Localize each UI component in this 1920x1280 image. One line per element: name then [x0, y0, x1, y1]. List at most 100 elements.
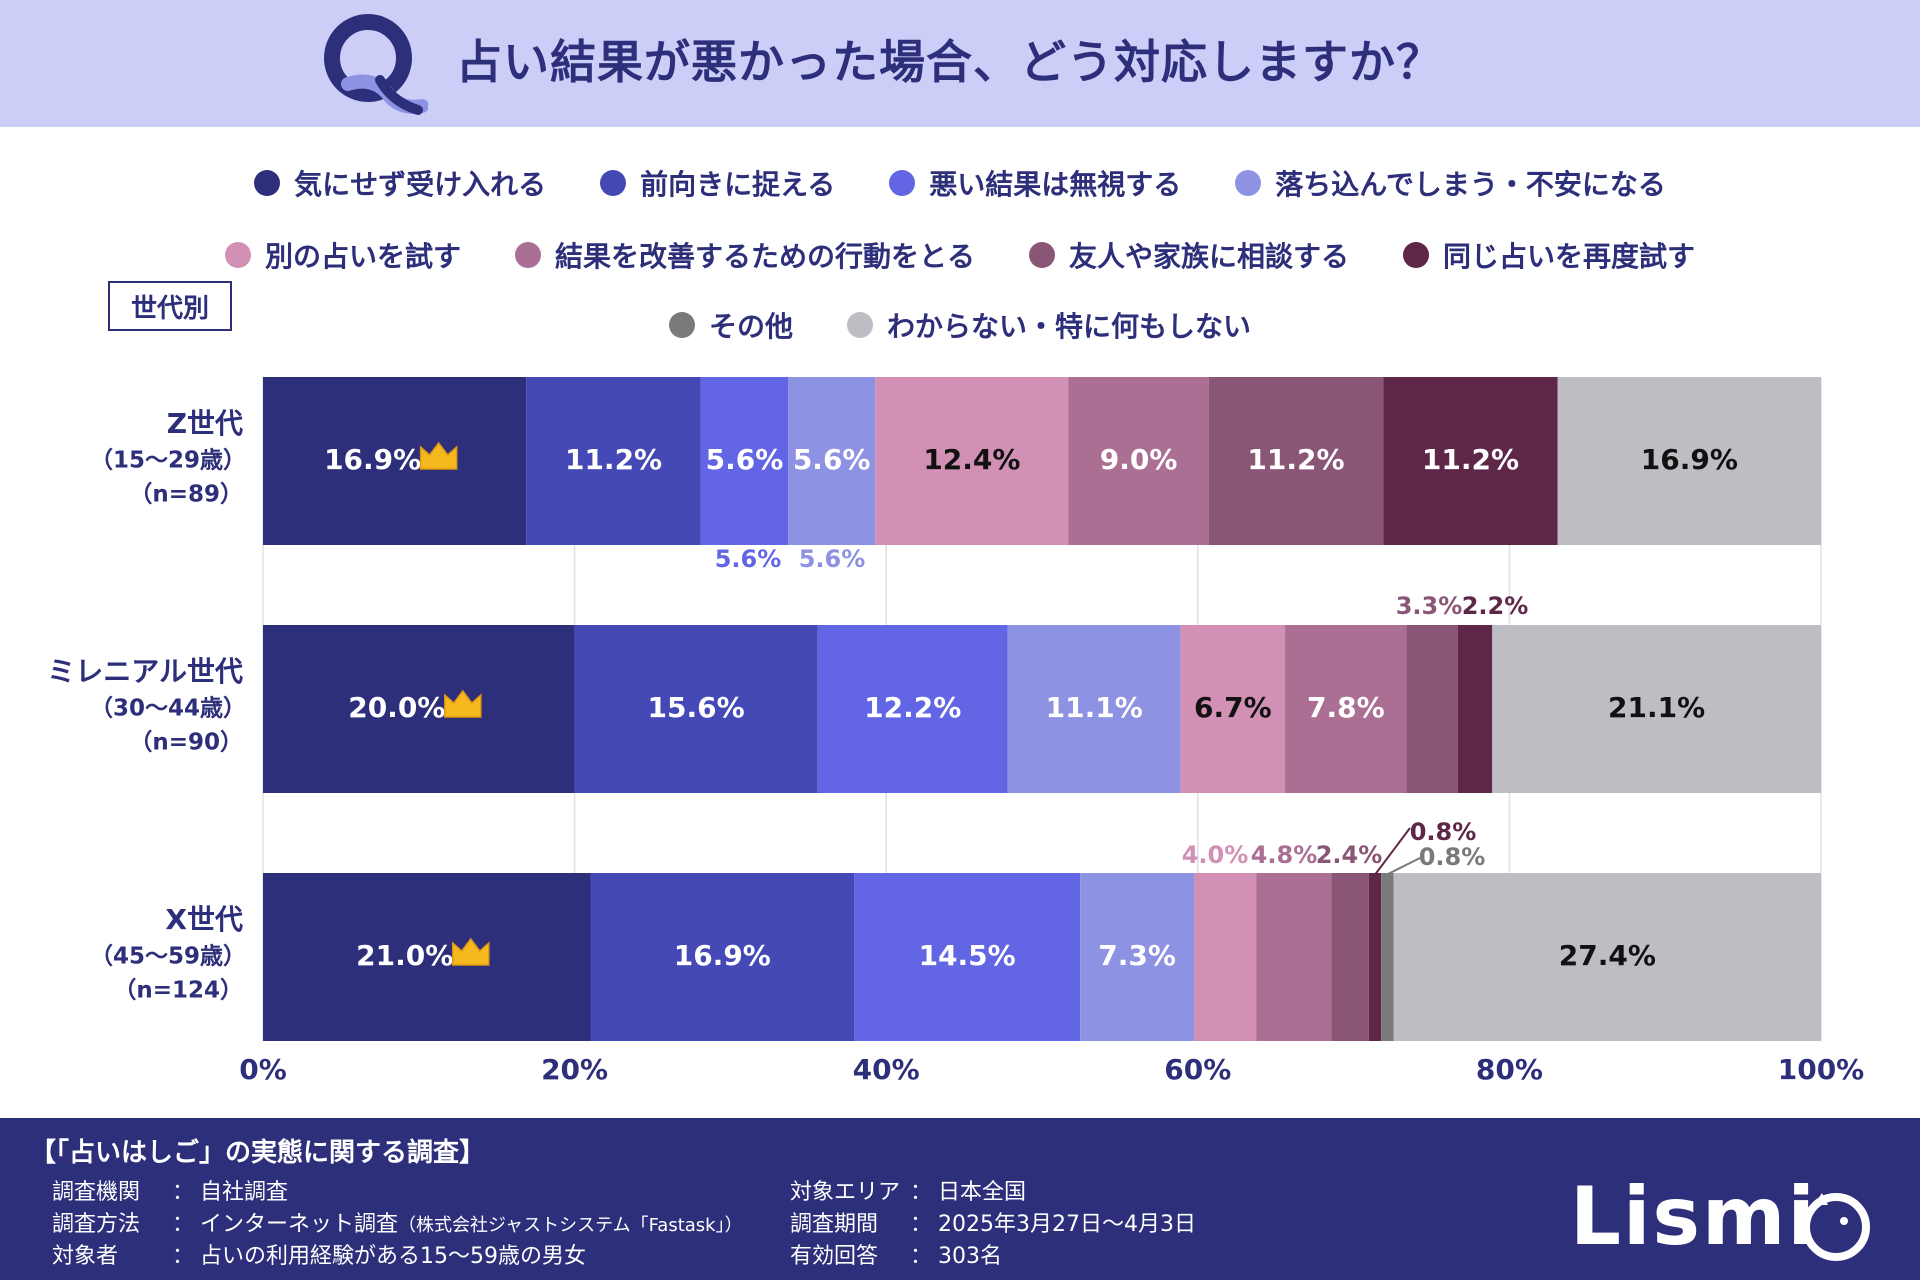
bar-segment [1406, 625, 1458, 793]
info-area: 対象エリア：日本全国 [790, 1180, 1027, 1205]
data-label: 7.8% [1307, 691, 1385, 724]
bar-segment [1393, 873, 1821, 1041]
bar-segment [1457, 625, 1493, 793]
legend-swatch-icon [1235, 170, 1262, 196]
legend-swatch-icon [514, 242, 541, 268]
legend-item: 悪い結果は無視する [889, 163, 1181, 203]
data-label: 20.0% [348, 691, 445, 724]
x-tick-label: 40% [853, 1053, 920, 1086]
category-age: （15〜29歳） [90, 447, 246, 474]
bar-segment [1208, 377, 1384, 545]
generation-label: 世代別 [108, 281, 232, 331]
legend-item: 前向きに捉える [600, 163, 835, 203]
data-label: 21.0% [356, 939, 453, 972]
legend-label: 同じ占いを再度試す [1443, 240, 1696, 273]
legend-row-1: 気にせず受け入れる 前向きに捉える 悪い結果は無視する 落ち込んでしまう・不安になる [0, 163, 1920, 203]
category-name: X世代 [165, 903, 243, 936]
legend-row-2: 別の占いを試す 結果を改善するための行動をとる 友人や家族に相談する 同じ占いを再度試… [0, 235, 1920, 275]
callout-label: 0.8% [1419, 843, 1486, 871]
data-label: 16.9% [1641, 443, 1738, 476]
legend-item: わからない・特に何もしない [847, 305, 1251, 345]
legend-label: 悪い結果は無視する [929, 168, 1182, 201]
legend-label: 別の占いを試す [264, 240, 461, 273]
data-label: 5.6% [706, 443, 784, 476]
bar-segment [1080, 873, 1195, 1041]
legend-item: 落ち込んでしまう・不安になる [1235, 163, 1666, 203]
bar-segment [263, 625, 575, 793]
category-name: ミレニアル世代 [47, 655, 243, 688]
footer: 【「占いはしご」の実態に関する調査】 調査機関：自社調査 調査方法：インターネッ… [0, 1118, 1920, 1280]
category-n: （n=124） [113, 977, 243, 1004]
callout-label: 4.0% [1182, 841, 1249, 869]
crown-icon [452, 937, 490, 966]
legend-label: わからない・特に何もしない [887, 310, 1252, 343]
data-label: 16.9% [674, 939, 771, 972]
x-tick-label: 100% [1778, 1053, 1865, 1086]
legend-label: 気にせず受け入れる [294, 168, 547, 201]
legend-swatch-icon [847, 312, 873, 338]
crown-icon [444, 689, 482, 718]
legend-label: 結果を改善するための行動をとる [554, 240, 975, 273]
callout-label: 4.8% [1251, 841, 1318, 869]
bar-segment [263, 377, 527, 545]
data-label: 11.2% [1247, 443, 1344, 476]
crown-icon [419, 441, 458, 470]
legend-item: 気にせず受け入れる [254, 163, 546, 203]
bar-segment [788, 377, 876, 545]
data-label: 14.5% [919, 939, 1016, 972]
data-label: 21.1% [1608, 691, 1705, 724]
bar-segment [1256, 873, 1332, 1041]
bar-segment [854, 873, 1081, 1041]
legend-row-3: その他 わからない・特に何もしない [0, 305, 1920, 345]
bar-segment [1368, 873, 1382, 1041]
legend-swatch-icon [889, 170, 916, 196]
legend-swatch-icon [1029, 242, 1055, 268]
legend-label: 友人や家族に相談する [1069, 240, 1350, 273]
data-label: 7.3% [1098, 939, 1176, 972]
category-n: （n=90） [129, 729, 243, 756]
info-period: 調査期間： 2025年3月27日〜4月3日 [790, 1212, 1196, 1237]
data-label: 11.2% [565, 443, 662, 476]
bar-segment [1180, 625, 1286, 793]
data-label: 9.0% [1100, 443, 1178, 476]
data-label: 6.7% [1194, 691, 1272, 724]
callout-label: 5.6% [715, 545, 782, 573]
info-target: 対象者：占いの利用経験がある15〜59歳の男女 [52, 1244, 587, 1269]
info-responses: 有効回答： 303名 [790, 1244, 1003, 1269]
callout-leader [1383, 857, 1421, 877]
bar-segment [526, 377, 701, 545]
data-label: 15.6% [648, 691, 745, 724]
legend-swatch-icon [224, 242, 251, 268]
category-name: Z世代 [167, 407, 243, 440]
legend-swatch-icon [1403, 242, 1430, 268]
callout-label: 3.3% [1396, 592, 1463, 620]
callout-leader [1373, 827, 1411, 877]
legend-swatch-icon [600, 170, 627, 196]
x-tick-label: 0% [239, 1053, 287, 1086]
bar-segment [263, 873, 591, 1041]
category-n: （n=89） [129, 481, 243, 508]
bar-segment [590, 873, 855, 1041]
bar-segment [1194, 873, 1257, 1041]
header-banner: 占い結果が悪かった場合、どう対応しますか？ [0, 0, 1920, 127]
bar-segment [817, 625, 1008, 793]
callout-label: 2.2% [1462, 592, 1529, 620]
stacked-bar-chart: 0% 20% 40% 60% 80% 100% Z世代 （15〜29歳） （n=89） ミレニアル… [47, 377, 1865, 1086]
page-title: 占い結果が悪かった場合、どう対応しますか？ [456, 35, 1443, 89]
x-tick-label: 80% [1476, 1053, 1543, 1086]
callout-label: 5.6% [799, 545, 866, 573]
legend-swatch-icon [668, 312, 695, 338]
legend-item: 結果を改善するための行動をとる [514, 235, 975, 275]
x-tick-label: 60% [1164, 1053, 1231, 1086]
data-label: 11.2% [1422, 443, 1519, 476]
bar-segment [700, 377, 789, 545]
x-tick-label: 20% [541, 1053, 608, 1086]
info-institution: 調査機関：自社調査 [52, 1180, 289, 1205]
data-label: 16.9% [324, 443, 421, 476]
cat-logo-icon [1802, 1193, 1870, 1261]
bar-segment [1492, 625, 1821, 793]
bar-segment [1007, 625, 1181, 793]
data-label: 12.4% [923, 443, 1020, 476]
q-mark-icon [324, 14, 428, 115]
legend-item: 友人や家族に相談する [1029, 235, 1349, 275]
